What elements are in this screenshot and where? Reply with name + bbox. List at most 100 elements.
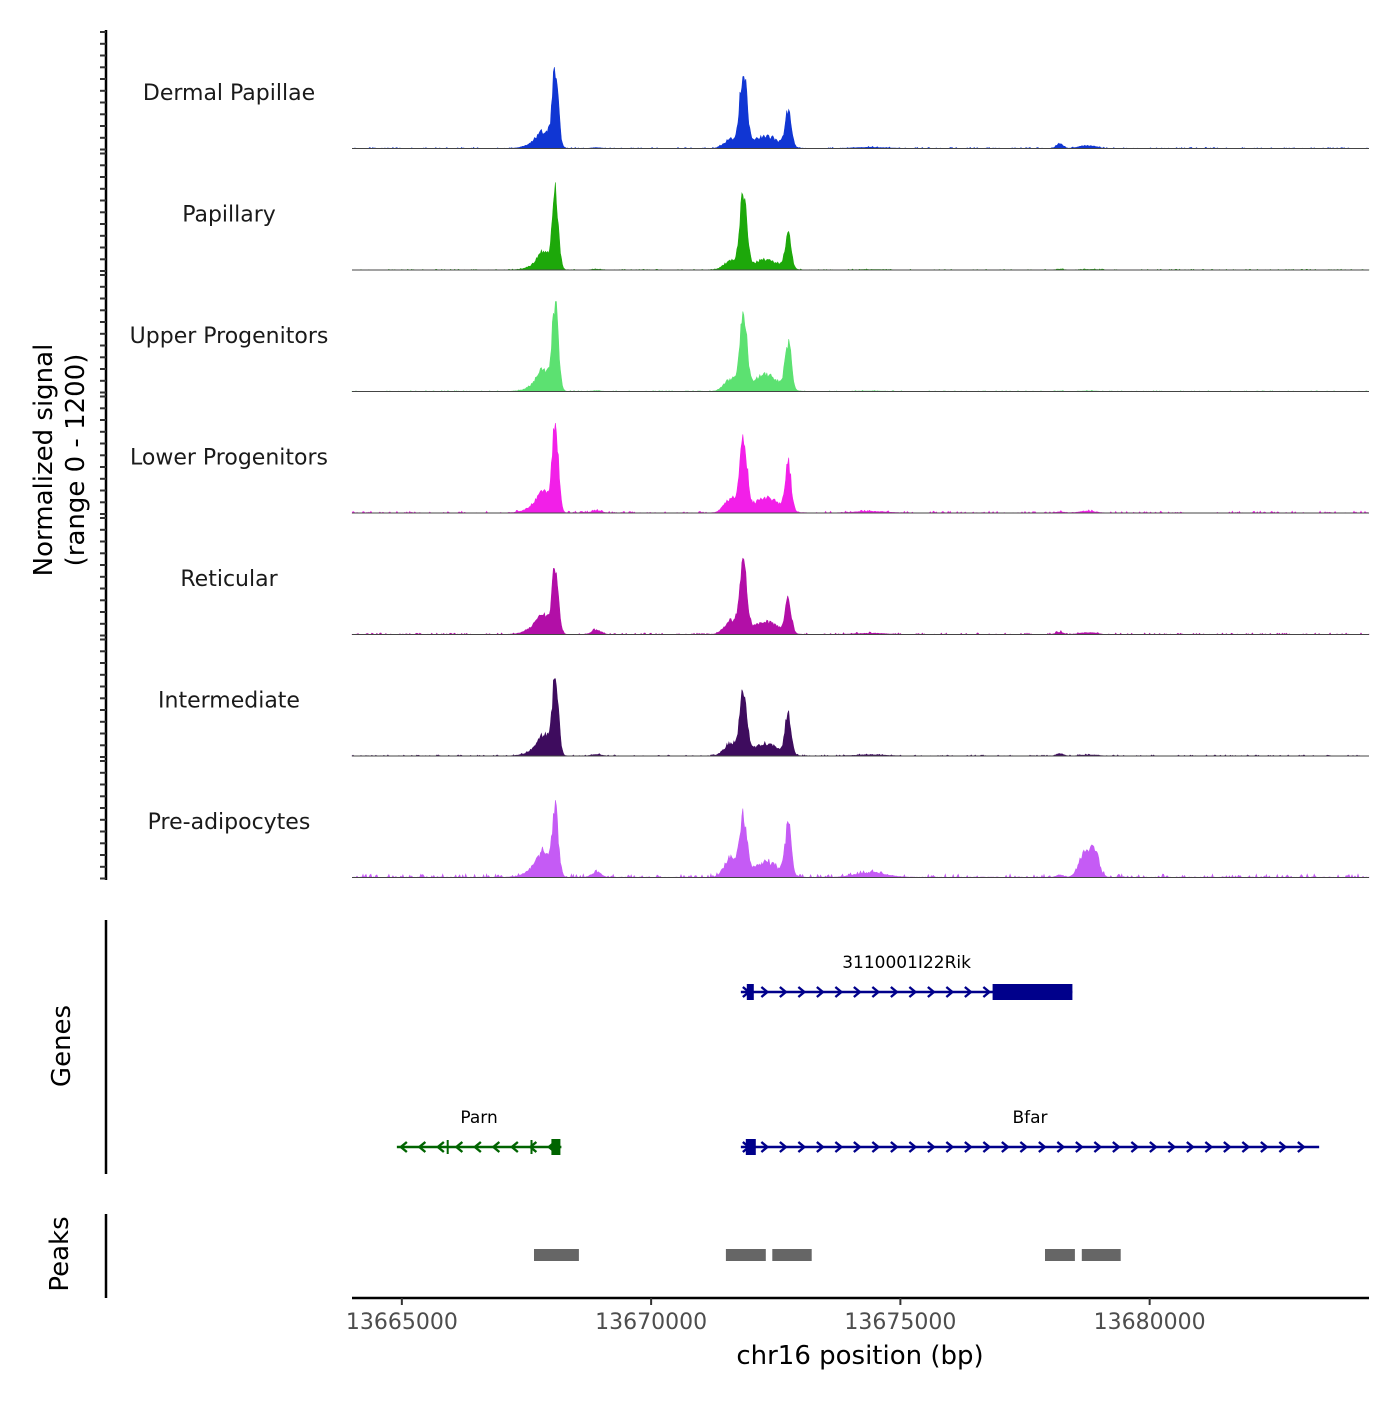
- strand-arrow: [1297, 1141, 1306, 1153]
- x-tick-label: 13670000: [595, 1310, 707, 1335]
- strand-arrow: [890, 1141, 899, 1153]
- track-label: Upper Progenitors: [130, 324, 329, 349]
- strand-arrow: [760, 1141, 770, 1153]
- exon: [551, 1139, 561, 1155]
- strand-arrow: [509, 1141, 519, 1153]
- genes-panel: 3110001I22Rik Parn Bfar: [396, 953, 1320, 1155]
- peak-region: [725, 1249, 766, 1261]
- strand-arrow: [1112, 1141, 1121, 1153]
- peaks-panel: [534, 1249, 1121, 1261]
- signal-area: [351, 67, 1369, 149]
- track-label: Lower Progenitors: [130, 446, 328, 471]
- strand-arrow: [945, 1141, 955, 1153]
- strand-arrow: [797, 986, 807, 998]
- track-label: Pre-adipocytes: [148, 810, 311, 835]
- x-tick-label: 13675000: [844, 1310, 956, 1335]
- strand-arrow: [1204, 1141, 1214, 1153]
- strand-arrow: [1093, 1141, 1103, 1153]
- gene-model: Bfar: [740, 1108, 1320, 1155]
- exon: [530, 1140, 533, 1154]
- strand-arrow: [528, 1141, 538, 1153]
- strand-arrow: [1167, 1141, 1177, 1153]
- strand-arrow: [927, 1141, 936, 1153]
- strand-arrow: [834, 986, 844, 998]
- x-tick-label: 13665000: [346, 1310, 458, 1335]
- strand-arrow: [1260, 1141, 1269, 1153]
- strand-arrow: [417, 1141, 427, 1153]
- signal-track: Papillary: [182, 182, 1370, 271]
- track-label: Intermediate: [158, 689, 300, 714]
- strand-arrow: [1001, 1141, 1010, 1153]
- strand-arrow: [982, 1141, 992, 1153]
- signal-area: [352, 800, 1370, 879]
- strand-arrow: [908, 986, 918, 998]
- strand-arrow: [760, 986, 770, 998]
- peak-region: [772, 1249, 812, 1261]
- strand-arrow: [853, 986, 862, 998]
- peak-region: [1045, 1249, 1075, 1261]
- exon: [446, 1140, 449, 1154]
- strand-arrow: [908, 1141, 918, 1153]
- signal-track: Upper Progenitors: [130, 301, 1369, 392]
- strand-arrow: [491, 1141, 501, 1153]
- strand-arrow: [816, 986, 825, 998]
- strand-arrow: [1019, 1141, 1029, 1153]
- strand-arrow: [927, 986, 936, 998]
- track-label: Reticular: [180, 567, 278, 592]
- strand-arrow: [1056, 1141, 1066, 1153]
- strand-arrow: [1223, 1141, 1232, 1153]
- x-axis-title: chr16 position (bp): [736, 1341, 983, 1371]
- signal-tracks: Dermal Papillae Papillary Upper Progenitor…: [130, 67, 1370, 879]
- x-axis-ticks: 13665000 13670000 13675000 13680000: [346, 1298, 1206, 1335]
- strand-arrow: [871, 986, 881, 998]
- strand-arrow: [982, 986, 992, 998]
- signal-track: Reticular: [180, 557, 1370, 635]
- y-axis-title-line1: Normalized signal: [29, 344, 59, 577]
- gene-label: 3110001I22Rik: [842, 953, 971, 973]
- signal-area: [351, 678, 1369, 757]
- strand-arrow: [890, 986, 899, 998]
- strand-arrow: [398, 1141, 408, 1153]
- peak-region: [1081, 1249, 1121, 1261]
- signal-area: [351, 422, 1370, 514]
- strand-arrow: [1241, 1141, 1251, 1153]
- signal-track: Intermediate: [158, 678, 1369, 757]
- strand-arrow: [454, 1141, 464, 1153]
- signal-track: Dermal Papillae: [143, 67, 1369, 149]
- strand-arrow: [472, 1141, 482, 1153]
- signal-track: Lower Progenitors: [130, 422, 1370, 514]
- y-axis-title-line2: (range 0 - 1200): [61, 354, 91, 567]
- strand-arrow: [834, 1141, 844, 1153]
- strand-arrow: [945, 986, 955, 998]
- peaks-panel-title: Peaks: [45, 1216, 75, 1291]
- gene-model: Parn: [396, 1108, 562, 1155]
- strand-arrow: [1149, 1141, 1158, 1153]
- exon: [746, 984, 754, 1000]
- strand-arrow: [779, 1141, 788, 1153]
- track-label: Dermal Papillae: [143, 81, 315, 106]
- gene-label: Bfar: [1012, 1108, 1047, 1128]
- strand-arrow: [816, 1141, 825, 1153]
- signal-area: [352, 182, 1370, 271]
- strand-arrow: [797, 1141, 807, 1153]
- strand-arrow: [435, 1141, 445, 1153]
- strand-arrow: [853, 1141, 862, 1153]
- strand-arrow: [964, 986, 973, 998]
- strand-arrow: [779, 986, 788, 998]
- strand-arrow: [1278, 1141, 1288, 1153]
- strand-arrow: [964, 1141, 973, 1153]
- genes-panel-title: Genes: [47, 1005, 77, 1087]
- signal-area: [351, 557, 1370, 635]
- signal-track: Pre-adipocytes: [148, 800, 1370, 879]
- gene-label: Parn: [460, 1108, 497, 1128]
- track-label: Papillary: [182, 203, 276, 228]
- gene-model: 3110001I22Rik: [740, 953, 1073, 1000]
- exon: [992, 984, 1073, 1000]
- exon: [745, 1139, 756, 1155]
- strand-arrow: [1186, 1141, 1195, 1153]
- strand-arrow: [871, 1141, 881, 1153]
- strand-arrow: [1130, 1141, 1140, 1153]
- signal-y-ticks: [100, 31, 106, 880]
